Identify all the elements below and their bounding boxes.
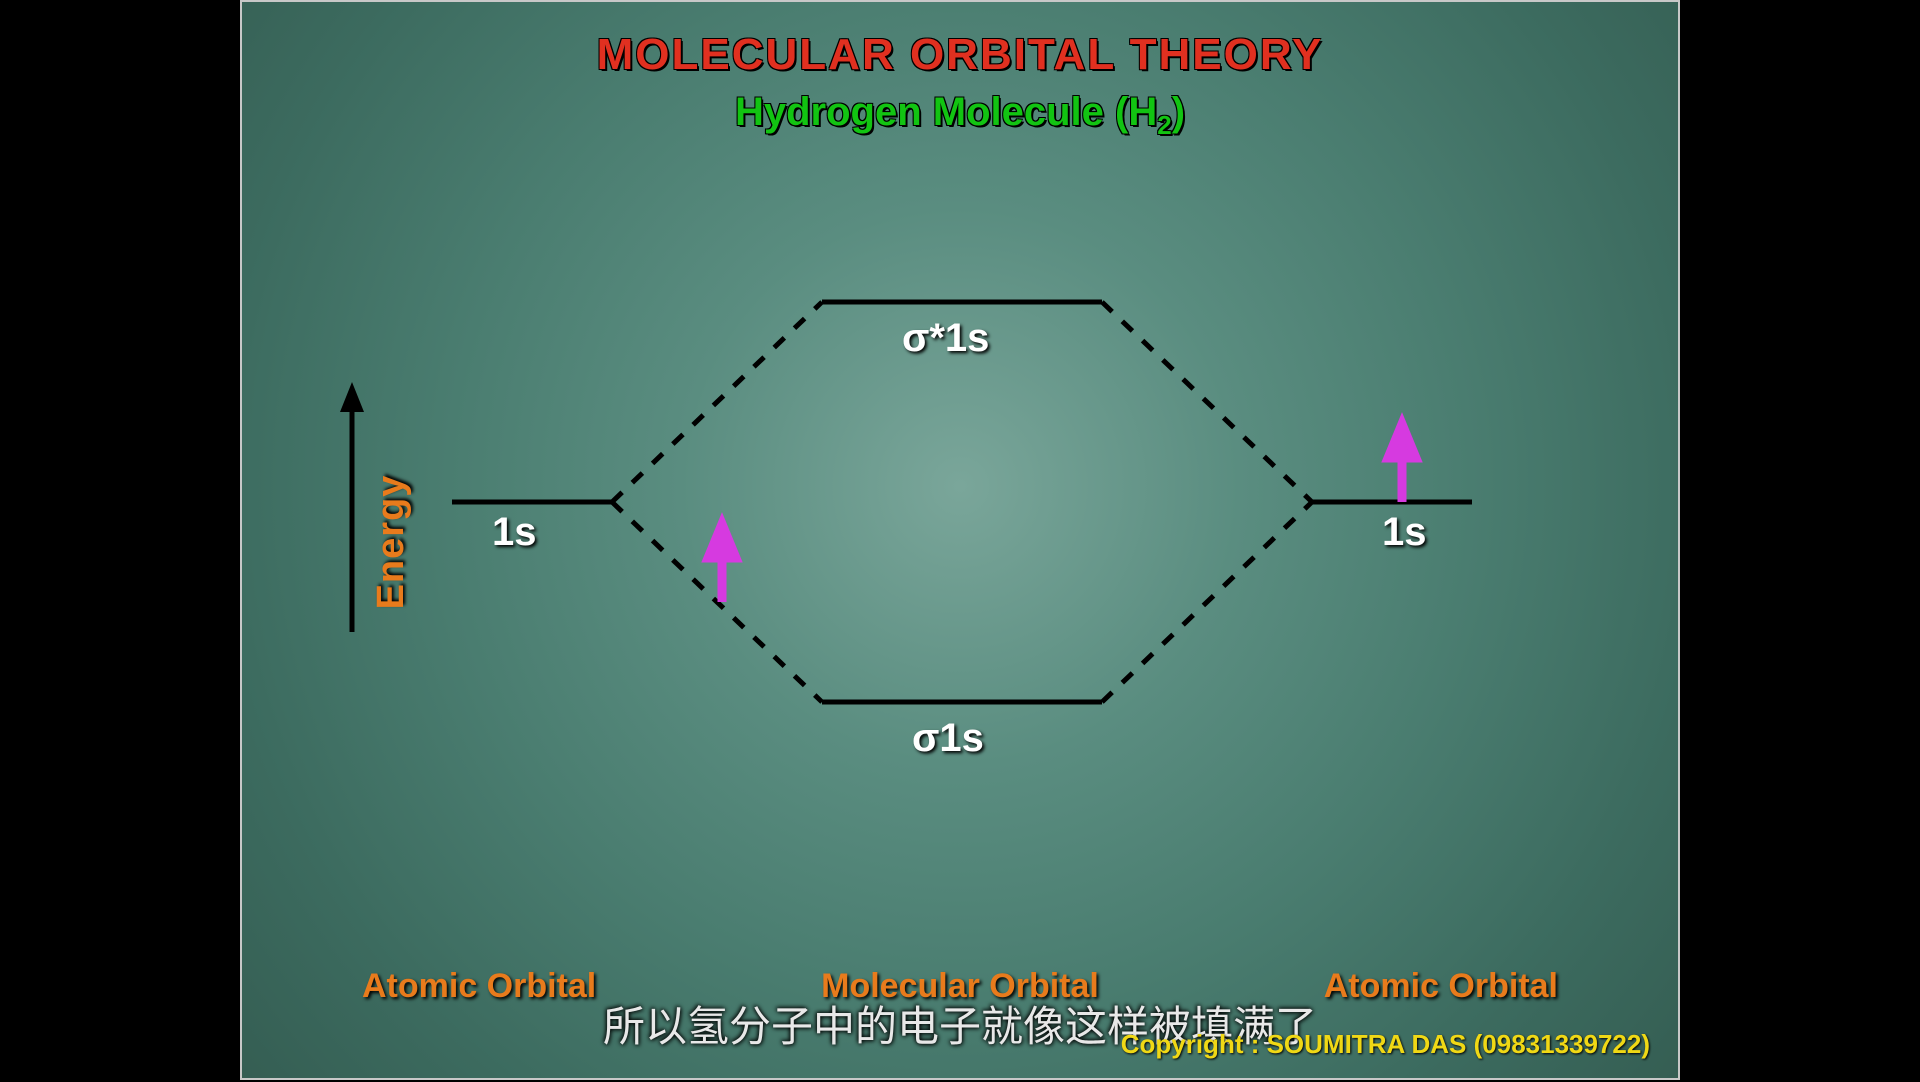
slide-stage: MOLECULAR ORBITAL THEORY Hydrogen Molecu… (240, 0, 1680, 1080)
label-right-1s: 1s (1382, 510, 1427, 555)
copyright-text: Copyright : SOUMITRA DAS (09831339722) (1121, 1029, 1650, 1060)
label-left-1s: 1s (492, 510, 537, 555)
electron-arrow-left (708, 524, 736, 602)
dash-right-down (1102, 502, 1312, 702)
label-sigma: σ1s (912, 716, 984, 761)
electron-arrow-right (1388, 424, 1416, 502)
energy-axis-arrow (340, 382, 364, 632)
dash-right-up (1102, 302, 1312, 502)
label-sigma-star: σ*1s (902, 316, 989, 361)
dash-left-up (612, 302, 822, 502)
mo-diagram (242, 2, 1682, 1082)
